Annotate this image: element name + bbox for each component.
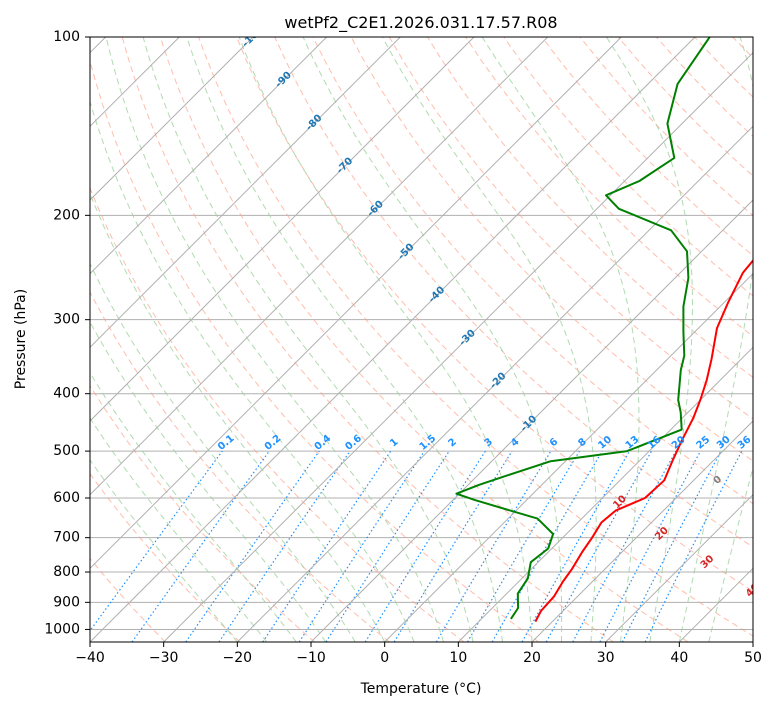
moist-adiabat-line	[381, 37, 597, 642]
moist-adiabat-line	[105, 37, 445, 642]
x-tick-label: 10	[449, 650, 467, 666]
moist-adiabat-line	[678, 37, 753, 642]
pressure-gridlines	[90, 37, 753, 630]
dry-adiabat-line	[90, 384, 316, 642]
moist-adiabat-line	[90, 192, 386, 642]
mixing-ratio-line	[298, 450, 425, 642]
y-tick-label: 700	[53, 530, 80, 546]
dry-adiabat-line	[388, 37, 753, 420]
mixing-ratio-line	[131, 450, 270, 642]
axes: −40 −30 −20 −10 0 10 20 30 40 50 100 200 300 400 500 60…	[44, 29, 762, 666]
mixing-ratio-line	[325, 450, 450, 642]
x-tick-label: 20	[523, 650, 541, 666]
mixing-ratio-line	[521, 450, 631, 642]
x-tick-label: 50	[744, 650, 762, 666]
isotherm-line	[163, 51, 753, 642]
moist-adiabat-line	[90, 321, 327, 642]
y-tick-label: 600	[53, 490, 80, 506]
dry-adiabat-line	[503, 37, 753, 297]
mixing-ratio-line	[90, 450, 223, 632]
y-tick-label: 300	[53, 312, 80, 328]
x-axis-label: Temperature (°C)	[360, 681, 482, 697]
mixing-ratio-line	[572, 450, 677, 642]
moist-adiabat-line	[238, 37, 533, 642]
dewpoint-line	[455, 37, 711, 620]
y-tick-label: 200	[53, 207, 80, 223]
y-tick-label: 100	[53, 29, 80, 45]
moist-adiabat-line	[90, 262, 356, 642]
y-tick-label: 900	[53, 594, 80, 610]
isotherm-line	[236, 125, 753, 642]
y-axis-label: Pressure (hPa)	[13, 289, 29, 389]
dry-adiabat-line	[90, 291, 390, 642]
mixing-ratio-line	[185, 450, 320, 642]
dry-adiabat-line	[90, 186, 465, 642]
dry-adiabat-line	[90, 59, 540, 642]
dry-adiabat-line	[274, 37, 753, 548]
isotherm-line	[531, 420, 753, 642]
x-tick-label: −20	[223, 650, 253, 666]
isotherm-line	[90, 37, 622, 570]
plot-frame	[89, 36, 754, 643]
mixing-ratio-line	[644, 450, 743, 642]
isotherm-line	[457, 346, 753, 642]
plot-area	[90, 37, 753, 642]
moist-adiabat-line	[302, 37, 563, 642]
mixing-ratio-line	[393, 450, 513, 642]
x-tick-label: −30	[149, 650, 179, 666]
dry-adiabat-label: 40	[744, 582, 762, 600]
temperature-line	[534, 258, 753, 623]
x-tick-label: −10	[296, 650, 326, 666]
y-tick-label: 500	[53, 443, 80, 459]
moist-adiabat-line	[90, 459, 238, 642]
chart-title: wetPf2_C2E1.2026.031.17.57.R08	[284, 13, 557, 33]
isotherm-lines	[90, 37, 753, 642]
mixing-ratio-line	[218, 450, 351, 642]
moist-adiabat-line	[708, 465, 753, 642]
isotherm-line	[90, 37, 475, 422]
dry-adiabat-line	[312, 37, 753, 505]
mixing-ratio-lines	[90, 450, 743, 642]
mixing-ratio-line	[262, 450, 392, 642]
moist-adiabat-line	[606, 37, 693, 642]
isotherm-line	[90, 37, 254, 201]
dry-adiabat-line	[236, 37, 753, 592]
x-tick-label: −40	[75, 650, 105, 666]
dry-adiabat-line	[159, 37, 689, 642]
dry-adiabat-line	[90, 472, 241, 642]
moist-adiabat-line	[90, 417, 268, 642]
plot-content: -100-90-80-70-60-50-40-30-20-100.1 0.2 0.4…	[90, 37, 762, 642]
isotherm-line	[90, 37, 549, 496]
dry-adiabat-line	[350, 37, 753, 462]
dry-adiabat-line	[121, 37, 614, 642]
moist-adiabat-line	[90, 371, 297, 642]
x-tick-label: 0	[380, 650, 389, 666]
isotherm-line	[90, 37, 328, 275]
isotherm-line	[90, 37, 696, 642]
y-tick-label: 400	[53, 386, 80, 402]
profile-series	[455, 37, 753, 623]
x-tick-label: 30	[597, 650, 615, 666]
x-tick-label: 40	[670, 650, 688, 666]
moist-adiabat-line	[186, 37, 503, 642]
moist-adiabats	[90, 37, 753, 642]
dry-adiabat-line	[426, 37, 753, 378]
moist-adiabat-line	[481, 37, 640, 642]
isotherm-line	[605, 493, 753, 642]
isotherm-line	[384, 272, 753, 642]
isotherm-line	[310, 199, 753, 642]
mixing-ratio-line	[545, 450, 653, 642]
dry-adiabat-line	[465, 37, 753, 338]
isotherm-line	[90, 37, 401, 349]
moist-adiabat-line	[142, 37, 474, 642]
y-tick-label: 800	[53, 564, 80, 580]
dry-adiabats	[90, 37, 753, 642]
y-tick-label: 1000	[44, 621, 80, 637]
